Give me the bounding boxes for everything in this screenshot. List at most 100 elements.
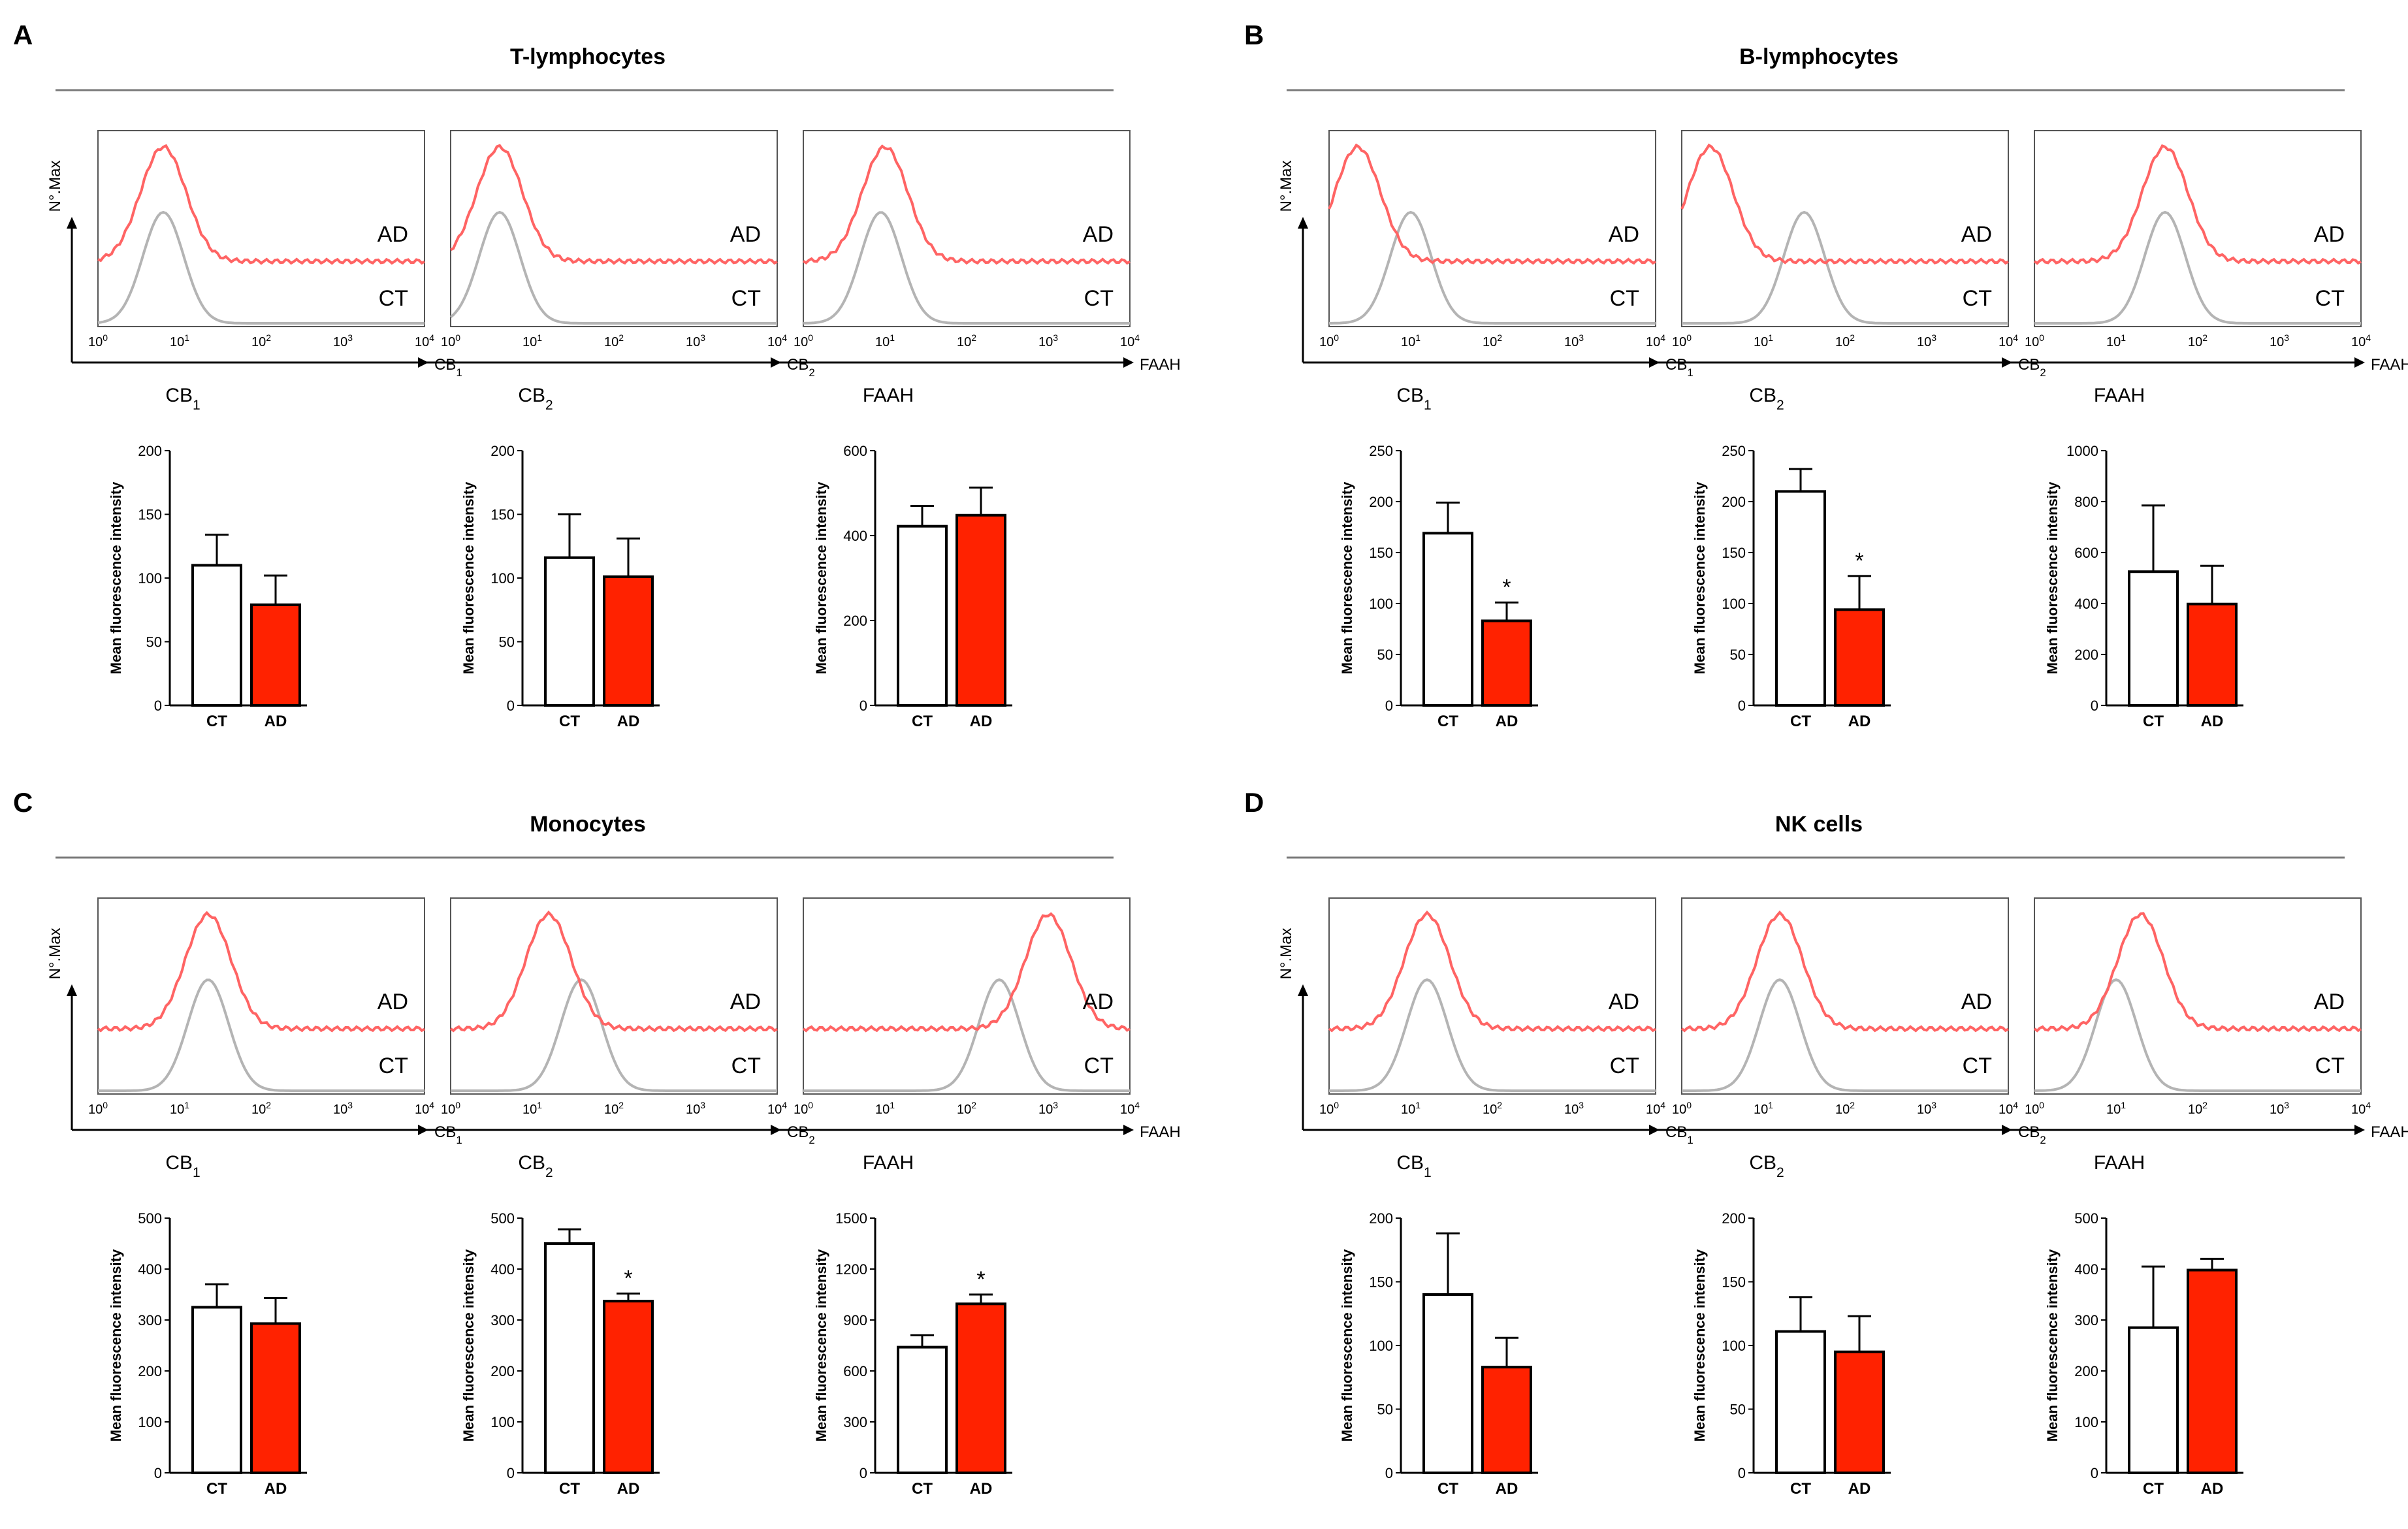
ad-bar (1834, 608, 1885, 707)
ct-category-label: CT (559, 713, 580, 730)
log-tick-base: 10 (1646, 335, 1660, 349)
ad-label: AD (730, 222, 761, 247)
x-axis-channel-label-main: CB (787, 356, 809, 374)
panel-letter: D (1244, 787, 1264, 818)
x-axis-arrowhead (418, 1125, 428, 1135)
bar-y-axis-label: Mean fluorescence intensity (1339, 1249, 1355, 1441)
ad-category-label: AD (1848, 1480, 1871, 1498)
channel-caption-main: FAAH (863, 385, 914, 406)
log-tick-exp: 0 (1686, 332, 1692, 343)
log-tick-base: 10 (1564, 1102, 1579, 1117)
x-axis-channel-label: FAAH (2371, 1123, 2408, 1141)
log-tick-label: 103 (1564, 332, 1584, 349)
bar-y-axis-label: Mean fluorescence intensity (1692, 1249, 1708, 1441)
channel-caption-main: FAAH (2094, 1152, 2145, 1174)
ct-bar (2128, 570, 2179, 707)
panel-title: NK cells (1775, 812, 1863, 837)
significance-star: * (1502, 575, 1511, 600)
panel-title: T-lymphocytes (510, 44, 666, 69)
bar-chart-3: 0 100 200 300 400 500 Mean fluorescence intens… (2044, 1210, 2243, 1498)
log-tick-base: 10 (1483, 1102, 1497, 1117)
y-tick-label: 200 (2074, 1363, 2098, 1379)
log-tick-base: 10 (1120, 335, 1134, 349)
log-tick-base: 10 (2351, 1102, 2366, 1117)
ad-bar (250, 1322, 301, 1474)
log-tick-label: 100 (1319, 1100, 1339, 1117)
log-tick-base: 10 (2106, 1102, 2121, 1117)
ct-bar (1422, 1293, 1473, 1474)
log-tick-label: 102 (1483, 1100, 1502, 1117)
ct-label: CT (379, 1054, 408, 1078)
ct-bar (191, 564, 242, 707)
log-tick-exp: 1 (184, 1100, 189, 1110)
channel-caption-sub: 2 (545, 1165, 553, 1180)
bar-chart-2: 0 50 100 150 200 Mean fluorescence intensity C… (460, 443, 660, 730)
histogram-frame (97, 897, 425, 1095)
log-tick-base: 10 (251, 1102, 266, 1117)
log-tick-exp: 2 (1850, 1100, 1855, 1110)
log-tick-base: 10 (415, 1102, 429, 1117)
ad-label: AD (1083, 222, 1114, 247)
ct-curve (803, 978, 1130, 1092)
log-tick-label: 104 (1646, 1100, 1665, 1117)
y-tick-label: 0 (507, 698, 515, 714)
log-tick-exp: 0 (808, 332, 813, 343)
ad-bar (955, 513, 1006, 707)
log-tick-exp: 0 (455, 1100, 460, 1110)
ad-label: AD (730, 990, 761, 1014)
log-tick-base: 10 (1999, 1102, 2013, 1117)
log-tick-exp: 4 (429, 1100, 434, 1110)
y-tick-label: 400 (843, 528, 867, 544)
log-tick-base: 10 (2106, 335, 2121, 349)
log-tick-exp: 1 (2121, 332, 2126, 343)
ad-bar (2187, 1268, 2238, 1474)
y-tick-label: 100 (2074, 1414, 2098, 1430)
log-tick-base: 10 (686, 335, 700, 349)
log-tick-exp: 3 (1931, 332, 1936, 343)
log-tick-label: 104 (1999, 332, 2018, 349)
ad-category-label: AD (970, 1480, 993, 1498)
log-tick-base: 10 (88, 335, 103, 349)
log-tick-base: 10 (2270, 335, 2284, 349)
log-tick-label: 104 (1120, 1100, 1140, 1117)
log-tick-exp: 4 (2366, 1100, 2371, 1110)
log-tick-exp: 0 (1334, 1100, 1339, 1110)
y-tick-label: 1200 (835, 1261, 867, 1278)
ct-curve (803, 211, 1130, 325)
log-tick-exp: 0 (455, 332, 460, 343)
x-axis-channel-label-sub: 1 (456, 1134, 462, 1146)
channel-caption-main: FAAH (863, 1152, 914, 1174)
y-tick-label: 1000 (2066, 443, 2098, 459)
ad-category-label: AD (2201, 1480, 2224, 1498)
log-tick-exp: 3 (700, 1100, 705, 1110)
y-tick-label: 0 (154, 698, 162, 714)
bar-chart-2: 0 100 200 300 400 500 Mean fluorescence intens… (460, 1210, 660, 1498)
ct-label: CT (2315, 1054, 2345, 1078)
ct-label: CT (1963, 286, 1992, 311)
ct-label: CT (379, 286, 408, 311)
log-tick-base: 10 (604, 1102, 618, 1117)
y-tick-label: 300 (843, 1414, 867, 1430)
y-tick-label: 100 (1369, 596, 1393, 612)
y-tick-label: 250 (1722, 443, 1746, 459)
ct-label: CT (1963, 1054, 1992, 1078)
ct-bar (1775, 490, 1826, 707)
log-tick-label: 104 (2351, 332, 2371, 349)
ad-bar (1834, 1350, 1885, 1474)
y-tick-label: 150 (1722, 1274, 1746, 1291)
log-tick-base: 10 (1401, 335, 1415, 349)
bar-chart-1: 0 100 200 300 400 500 Mean fluorescence intens… (108, 1210, 307, 1498)
channel-caption: CB1 (1396, 385, 1431, 413)
log-tick-base: 10 (2025, 1102, 2039, 1117)
log-tick-label: 104 (1999, 1100, 2018, 1117)
log-tick-base: 10 (1038, 335, 1053, 349)
channel-caption: FAAH (2094, 385, 2145, 406)
log-tick-exp: 4 (429, 332, 434, 343)
ad-curve (2033, 912, 2362, 1033)
log-tick-label: 100 (794, 1100, 813, 1117)
x-axis-channel-label-main: CB (1665, 1123, 1687, 1141)
ad-category-label: AD (970, 713, 993, 730)
